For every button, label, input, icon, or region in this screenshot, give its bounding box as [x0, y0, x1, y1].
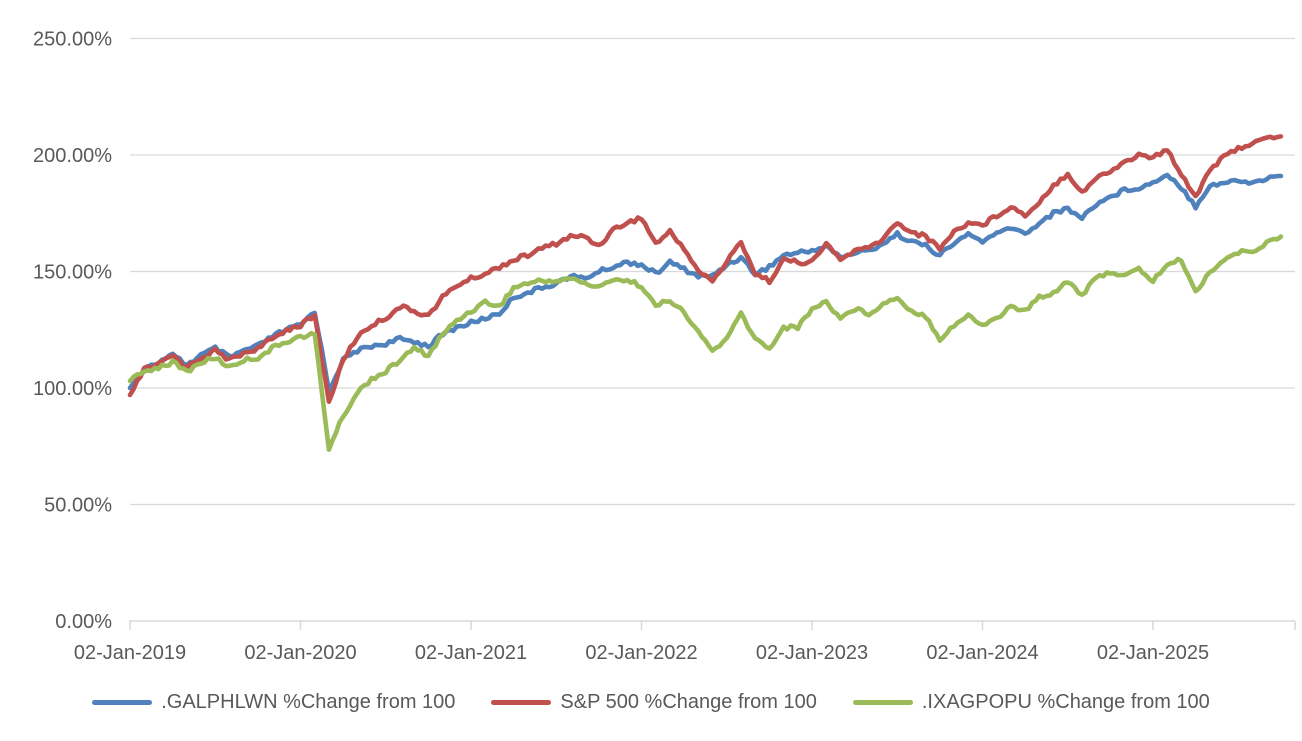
y-axis-tick-label: 100.00%	[33, 378, 112, 400]
legend-label: .GALPHLWN %Change from 100	[161, 691, 456, 713]
x-axis-tick-label: 02-Jan-2021	[415, 642, 527, 664]
legend-label: .IXAGPOPU %Change from 100	[921, 691, 1210, 713]
legend-line-swatch-blue	[92, 700, 153, 705]
legend-item-sp500: S&P 500 %Change from 100	[491, 691, 817, 714]
legend-line-swatch-red	[491, 700, 552, 705]
x-axis-tick-label: 02-Jan-2020	[244, 642, 356, 664]
series-line-sp500	[127, 134, 1284, 404]
y-axis-tick-label: 0.00%	[55, 611, 112, 633]
legend-item-galphlwn: .GALPHLWN %Change from 100	[92, 691, 455, 714]
x-axis-tick-label: 02-Jan-2019	[74, 642, 186, 664]
x-axis-tick-label: 02-Jan-2024	[926, 642, 1038, 664]
y-axis-tick-label: 150.00%	[33, 262, 112, 284]
legend-line-swatch-green	[852, 700, 913, 705]
y-axis-tick-label: 250.00%	[33, 29, 112, 51]
x-axis-tick-label: 02-Jan-2022	[585, 642, 697, 664]
y-axis-tick-label: 50.00%	[44, 495, 112, 517]
x-axis-tick-label: 02-Jan-2025	[1097, 642, 1209, 664]
y-axis-tick-label: 200.00%	[33, 145, 112, 167]
legend-label: S&P 500 %Change from 100	[560, 691, 817, 713]
series-line-ixagpopu	[127, 234, 1284, 452]
chart-legend: .GALPHLWN %Change from 100 S&P 500 %Chan…	[0, 691, 1302, 714]
legend-item-ixagpopu: .IXAGPOPU %Change from 100	[852, 691, 1210, 714]
series-line-galphlwn	[127, 172, 1284, 394]
x-axis-tick-label: 02-Jan-2023	[756, 642, 868, 664]
